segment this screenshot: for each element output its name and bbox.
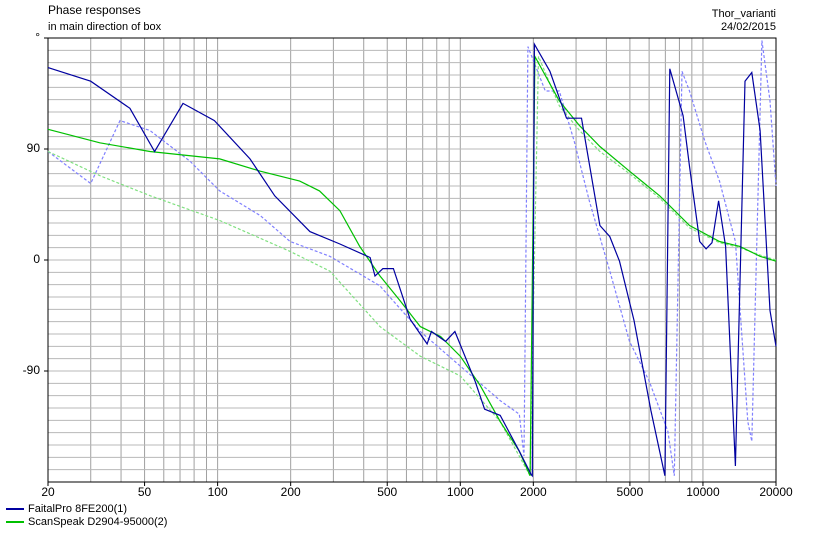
x-tick-label: 500 bbox=[377, 485, 397, 499]
y-tick-label: -90 bbox=[23, 363, 41, 377]
date: 24/02/2015 bbox=[721, 21, 776, 33]
y-tick-label: 90 bbox=[27, 141, 41, 155]
series-line bbox=[47, 40, 777, 476]
x-tick-label: 200 bbox=[281, 485, 301, 499]
series-line bbox=[47, 41, 777, 478]
chart-title: Phase responses bbox=[48, 3, 141, 17]
series-line bbox=[47, 56, 777, 479]
series-line bbox=[47, 54, 777, 477]
legend-label: ScanSpeak D2904-95000(2) bbox=[28, 516, 167, 528]
project-name: Thor_varianti bbox=[712, 8, 776, 20]
plot-border bbox=[47, 37, 777, 483]
x-tick-label: 50 bbox=[138, 485, 152, 499]
x-tick-label: 5000 bbox=[617, 485, 644, 499]
chart-subtitle: in main direction of box bbox=[48, 21, 162, 33]
x-tick-label: 100 bbox=[208, 485, 228, 499]
x-tick-label: 2000 bbox=[520, 485, 547, 499]
x-tick-label: 10000 bbox=[686, 485, 720, 499]
x-tick-label: 20000 bbox=[759, 485, 793, 499]
legend-label: FaitalPro 8FE200(1) bbox=[28, 503, 127, 515]
x-tick-label: 20 bbox=[41, 485, 55, 499]
y-tick-label: ° bbox=[35, 30, 40, 44]
y-tick-label: 0 bbox=[33, 252, 40, 266]
x-tick-label: 1000 bbox=[447, 485, 474, 499]
